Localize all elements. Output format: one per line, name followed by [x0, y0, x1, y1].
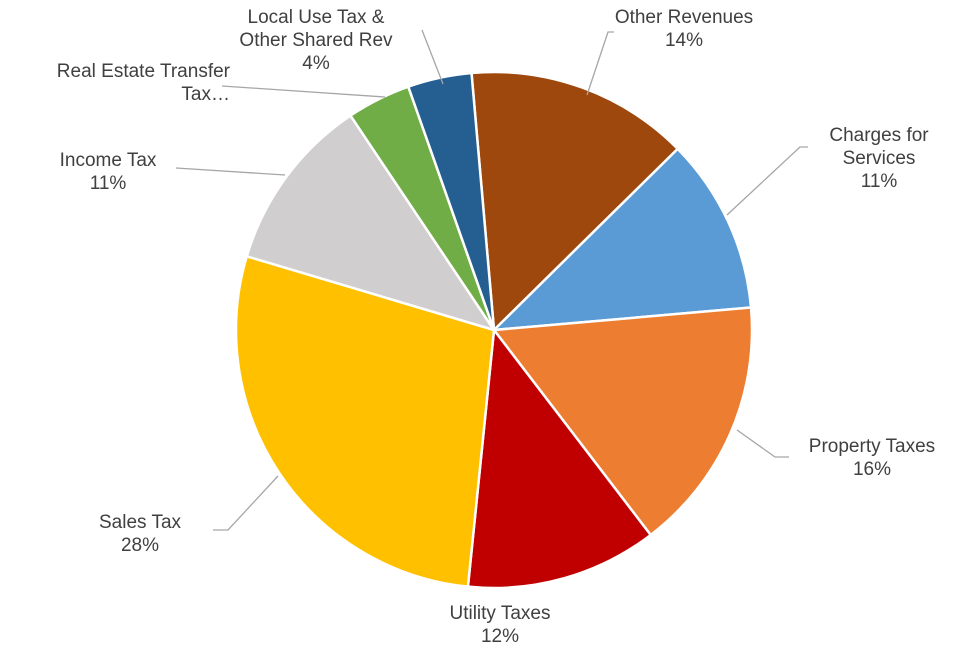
pie-slice	[470, 70, 679, 332]
label-percent: 28%	[120, 535, 160, 556]
label-name: Local Use Tax & Other Shared Rev	[239, 7, 393, 51]
data-label: Income Tax 11%	[8, 149, 208, 195]
label-percent: 14%	[664, 30, 704, 51]
leader-line	[213, 475, 279, 531]
pie-slice	[234, 255, 496, 588]
label-name: Income Tax	[59, 150, 157, 171]
label-name: Charges for Services	[829, 125, 929, 169]
data-label: Property Taxes 16%	[762, 435, 958, 481]
data-label: Charges for Services 11%	[807, 124, 952, 193]
label-percent: 12%	[480, 626, 520, 647]
label-name: Property Taxes	[808, 436, 936, 457]
label-name: Real Estate Transfer Tax…	[56, 61, 230, 105]
label-percent: 11%	[89, 173, 127, 194]
pie-slice	[407, 71, 496, 332]
pie-slice	[466, 328, 652, 590]
pie-slice	[492, 306, 754, 537]
pie-slice	[245, 114, 496, 332]
label-percent: 4%	[302, 53, 330, 74]
leader-line	[736, 429, 789, 458]
leader-line	[175, 167, 286, 176]
leader-line	[586, 31, 614, 96]
label-name: Utility Taxes	[449, 603, 551, 624]
pie-slice	[492, 147, 753, 332]
data-label: Utility Taxes 12%	[390, 602, 610, 648]
label-percent: 11%	[860, 171, 898, 192]
leader-line	[726, 146, 808, 216]
label-name: Sales Tax	[98, 512, 182, 533]
data-label: Sales Tax 28%	[40, 511, 240, 557]
data-label: Real Estate Transfer Tax…	[4, 60, 230, 106]
leader-line	[221, 85, 386, 98]
data-label: Local Use Tax & Other Shared Rev 4%	[225, 6, 407, 75]
data-label: Other Revenues 14%	[574, 6, 794, 52]
label-percent: 16%	[852, 459, 892, 480]
label-name: Other Revenues	[614, 7, 754, 28]
leader-line	[421, 29, 444, 85]
